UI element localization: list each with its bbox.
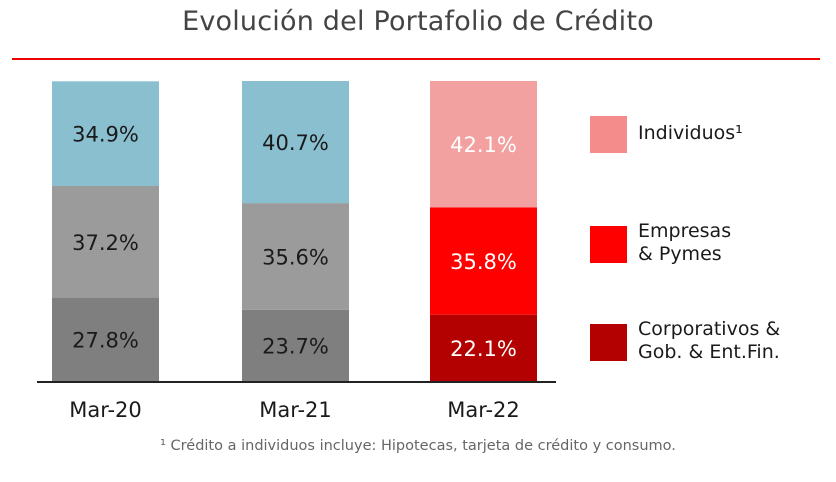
- data-label: 37.2%: [72, 231, 139, 255]
- legend-label-individuos: Individuos¹: [638, 122, 743, 144]
- data-label: 34.9%: [72, 123, 139, 147]
- x-tick-label: Mar-21: [259, 398, 332, 422]
- legend-swatch-individuos: [590, 116, 627, 153]
- data-label: 22.1%: [450, 337, 517, 361]
- bar-segment: [242, 309, 349, 381]
- footnote: ¹ Crédito a individuos incluye: Hipoteca…: [160, 438, 676, 454]
- x-tick-label: Mar-22: [447, 398, 520, 422]
- data-label: 40.7%: [262, 131, 329, 155]
- chart-title: Evolución del Portafolio de Crédito: [182, 6, 654, 37]
- data-label: 35.6%: [262, 246, 329, 270]
- legend-label-corporativos: Corporativos & Gob. & Ent.Fin.: [638, 318, 781, 363]
- data-label: 35.8%: [450, 250, 517, 274]
- data-label: 23.7%: [262, 334, 329, 358]
- bar-segment: [430, 81, 537, 208]
- legend-swatch-empresas: [590, 226, 627, 263]
- bar-segment: [430, 207, 537, 315]
- bar-segment: [430, 314, 537, 381]
- bar-segment: [52, 81, 159, 186]
- data-label: 42.1%: [450, 133, 517, 157]
- x-tick-label: Mar-20: [69, 398, 142, 422]
- legend-label-empresas: Empresas & Pymes: [638, 220, 732, 265]
- bar-segment: [242, 203, 349, 310]
- title-divider: [12, 58, 820, 60]
- data-label: 27.8%: [72, 328, 139, 352]
- bar-segment: [52, 297, 159, 381]
- bar-segment: [52, 186, 159, 298]
- legend-swatch-corporativos: [590, 324, 627, 361]
- bar-segment: [242, 81, 349, 204]
